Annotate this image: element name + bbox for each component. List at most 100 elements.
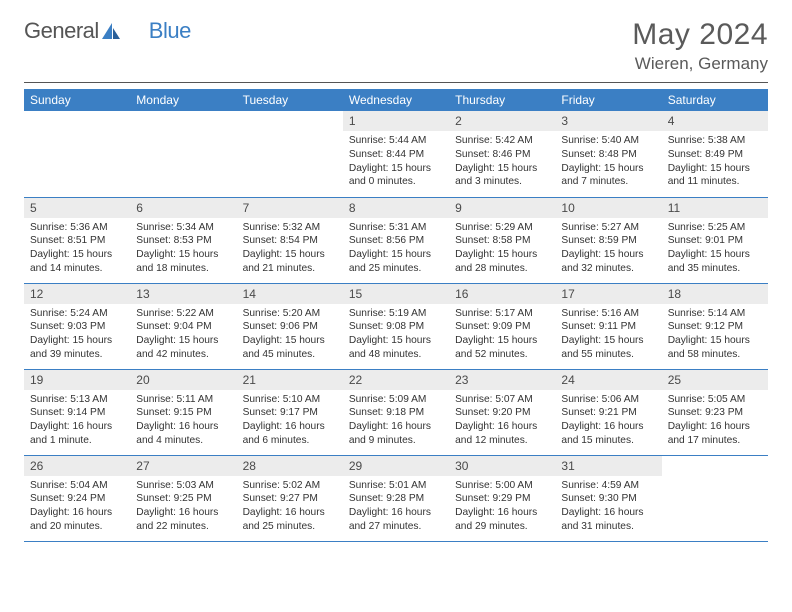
brand-part1: General bbox=[24, 18, 99, 44]
calendar-day-cell: 7Sunrise: 5:32 AMSunset: 8:54 PMDaylight… bbox=[237, 197, 343, 283]
day-number: 5 bbox=[24, 198, 130, 218]
sunset-text: Sunset: 9:09 PM bbox=[455, 320, 549, 334]
calendar-table: SundayMondayTuesdayWednesdayThursdayFrid… bbox=[24, 89, 768, 542]
day-number: 23 bbox=[449, 370, 555, 390]
day-details: Sunrise: 5:25 AMSunset: 9:01 PMDaylight:… bbox=[662, 218, 768, 280]
sunrise-text: Sunrise: 5:02 AM bbox=[243, 479, 337, 493]
day-number: 24 bbox=[555, 370, 661, 390]
sunrise-text: Sunrise: 5:05 AM bbox=[668, 393, 762, 407]
day-number: 10 bbox=[555, 198, 661, 218]
day-details: Sunrise: 5:40 AMSunset: 8:48 PMDaylight:… bbox=[555, 131, 661, 193]
sunset-text: Sunset: 8:58 PM bbox=[455, 234, 549, 248]
sunset-text: Sunset: 8:59 PM bbox=[561, 234, 655, 248]
calendar-day-cell: 11Sunrise: 5:25 AMSunset: 9:01 PMDayligh… bbox=[662, 197, 768, 283]
title-block: May 2024 Wieren, Germany bbox=[632, 18, 768, 74]
sunrise-text: Sunrise: 5:27 AM bbox=[561, 221, 655, 235]
sunrise-text: Sunrise: 5:16 AM bbox=[561, 307, 655, 321]
sunset-text: Sunset: 9:27 PM bbox=[243, 492, 337, 506]
daylight-text: Daylight: 16 hours and 29 minutes. bbox=[455, 506, 549, 534]
daylight-text: Daylight: 16 hours and 25 minutes. bbox=[243, 506, 337, 534]
calendar-day-cell: 29Sunrise: 5:01 AMSunset: 9:28 PMDayligh… bbox=[343, 455, 449, 541]
day-number: 26 bbox=[24, 456, 130, 476]
day-details: Sunrise: 5:27 AMSunset: 8:59 PMDaylight:… bbox=[555, 218, 661, 280]
sunset-text: Sunset: 8:48 PM bbox=[561, 148, 655, 162]
sunrise-text: Sunrise: 5:17 AM bbox=[455, 307, 549, 321]
calendar-day-cell: 4Sunrise: 5:38 AMSunset: 8:49 PMDaylight… bbox=[662, 111, 768, 197]
day-number: 8 bbox=[343, 198, 449, 218]
sunset-text: Sunset: 9:18 PM bbox=[349, 406, 443, 420]
calendar-day-cell: 10Sunrise: 5:27 AMSunset: 8:59 PMDayligh… bbox=[555, 197, 661, 283]
sunrise-text: Sunrise: 5:42 AM bbox=[455, 134, 549, 148]
month-title: May 2024 bbox=[632, 18, 768, 52]
daylight-text: Daylight: 16 hours and 9 minutes. bbox=[349, 420, 443, 448]
sunrise-text: Sunrise: 5:44 AM bbox=[349, 134, 443, 148]
daylight-text: Daylight: 16 hours and 22 minutes. bbox=[136, 506, 230, 534]
weekday-header: Tuesday bbox=[237, 89, 343, 111]
sunrise-text: Sunrise: 5:03 AM bbox=[136, 479, 230, 493]
daylight-text: Daylight: 16 hours and 31 minutes. bbox=[561, 506, 655, 534]
sunrise-text: Sunrise: 5:36 AM bbox=[30, 221, 124, 235]
day-details: Sunrise: 5:34 AMSunset: 8:53 PMDaylight:… bbox=[130, 218, 236, 280]
sunset-text: Sunset: 8:46 PM bbox=[455, 148, 549, 162]
sunset-text: Sunset: 9:01 PM bbox=[668, 234, 762, 248]
day-details: Sunrise: 5:31 AMSunset: 8:56 PMDaylight:… bbox=[343, 218, 449, 280]
daylight-text: Daylight: 16 hours and 20 minutes. bbox=[30, 506, 124, 534]
calendar-day-cell: 31Sunrise: 4:59 AMSunset: 9:30 PMDayligh… bbox=[555, 455, 661, 541]
sunset-text: Sunset: 9:06 PM bbox=[243, 320, 337, 334]
calendar-body: 1Sunrise: 5:44 AMSunset: 8:44 PMDaylight… bbox=[24, 111, 768, 541]
sunset-text: Sunset: 9:29 PM bbox=[455, 492, 549, 506]
weekday-header: Sunday bbox=[24, 89, 130, 111]
calendar-day-cell: 9Sunrise: 5:29 AMSunset: 8:58 PMDaylight… bbox=[449, 197, 555, 283]
day-details: Sunrise: 5:13 AMSunset: 9:14 PMDaylight:… bbox=[24, 390, 130, 452]
daylight-text: Daylight: 15 hours and 0 minutes. bbox=[349, 162, 443, 190]
day-details: Sunrise: 5:10 AMSunset: 9:17 PMDaylight:… bbox=[237, 390, 343, 452]
day-number: 6 bbox=[130, 198, 236, 218]
day-number: 25 bbox=[662, 370, 768, 390]
sunrise-text: Sunrise: 5:09 AM bbox=[349, 393, 443, 407]
day-details: Sunrise: 5:42 AMSunset: 8:46 PMDaylight:… bbox=[449, 131, 555, 193]
day-number: 21 bbox=[237, 370, 343, 390]
daylight-text: Daylight: 15 hours and 52 minutes. bbox=[455, 334, 549, 362]
sunset-text: Sunset: 8:51 PM bbox=[30, 234, 124, 248]
sunrise-text: Sunrise: 5:29 AM bbox=[455, 221, 549, 235]
daylight-text: Daylight: 15 hours and 48 minutes. bbox=[349, 334, 443, 362]
sunset-text: Sunset: 9:11 PM bbox=[561, 320, 655, 334]
calendar-day-cell: 1Sunrise: 5:44 AMSunset: 8:44 PMDaylight… bbox=[343, 111, 449, 197]
sunrise-text: Sunrise: 5:04 AM bbox=[30, 479, 124, 493]
sunset-text: Sunset: 8:53 PM bbox=[136, 234, 230, 248]
calendar-empty-cell bbox=[24, 111, 130, 197]
sunset-text: Sunset: 9:28 PM bbox=[349, 492, 443, 506]
sunset-text: Sunset: 9:23 PM bbox=[668, 406, 762, 420]
daylight-text: Daylight: 16 hours and 4 minutes. bbox=[136, 420, 230, 448]
calendar-empty-cell bbox=[237, 111, 343, 197]
sunset-text: Sunset: 9:30 PM bbox=[561, 492, 655, 506]
calendar-day-cell: 23Sunrise: 5:07 AMSunset: 9:20 PMDayligh… bbox=[449, 369, 555, 455]
calendar-day-cell: 2Sunrise: 5:42 AMSunset: 8:46 PMDaylight… bbox=[449, 111, 555, 197]
calendar-day-cell: 16Sunrise: 5:17 AMSunset: 9:09 PMDayligh… bbox=[449, 283, 555, 369]
sunrise-text: Sunrise: 4:59 AM bbox=[561, 479, 655, 493]
day-number: 9 bbox=[449, 198, 555, 218]
sunrise-text: Sunrise: 5:01 AM bbox=[349, 479, 443, 493]
calendar-day-cell: 26Sunrise: 5:04 AMSunset: 9:24 PMDayligh… bbox=[24, 455, 130, 541]
day-number: 15 bbox=[343, 284, 449, 304]
sunrise-text: Sunrise: 5:20 AM bbox=[243, 307, 337, 321]
sunset-text: Sunset: 9:08 PM bbox=[349, 320, 443, 334]
day-details: Sunrise: 5:24 AMSunset: 9:03 PMDaylight:… bbox=[24, 304, 130, 366]
calendar-day-cell: 8Sunrise: 5:31 AMSunset: 8:56 PMDaylight… bbox=[343, 197, 449, 283]
calendar-day-cell: 19Sunrise: 5:13 AMSunset: 9:14 PMDayligh… bbox=[24, 369, 130, 455]
brand-logo: General Blue bbox=[24, 18, 191, 44]
calendar-week-row: 26Sunrise: 5:04 AMSunset: 9:24 PMDayligh… bbox=[24, 455, 768, 541]
sunset-text: Sunset: 9:21 PM bbox=[561, 406, 655, 420]
logo-sail-icon bbox=[101, 22, 121, 40]
day-details: Sunrise: 5:04 AMSunset: 9:24 PMDaylight:… bbox=[24, 476, 130, 538]
day-details: Sunrise: 5:29 AMSunset: 8:58 PMDaylight:… bbox=[449, 218, 555, 280]
day-details: Sunrise: 5:11 AMSunset: 9:15 PMDaylight:… bbox=[130, 390, 236, 452]
day-number: 19 bbox=[24, 370, 130, 390]
weekday-header: Saturday bbox=[662, 89, 768, 111]
calendar-day-cell: 18Sunrise: 5:14 AMSunset: 9:12 PMDayligh… bbox=[662, 283, 768, 369]
day-details: Sunrise: 5:32 AMSunset: 8:54 PMDaylight:… bbox=[237, 218, 343, 280]
daylight-text: Daylight: 16 hours and 12 minutes. bbox=[455, 420, 549, 448]
sunrise-text: Sunrise: 5:38 AM bbox=[668, 134, 762, 148]
calendar-day-cell: 13Sunrise: 5:22 AMSunset: 9:04 PMDayligh… bbox=[130, 283, 236, 369]
daylight-text: Daylight: 15 hours and 18 minutes. bbox=[136, 248, 230, 276]
